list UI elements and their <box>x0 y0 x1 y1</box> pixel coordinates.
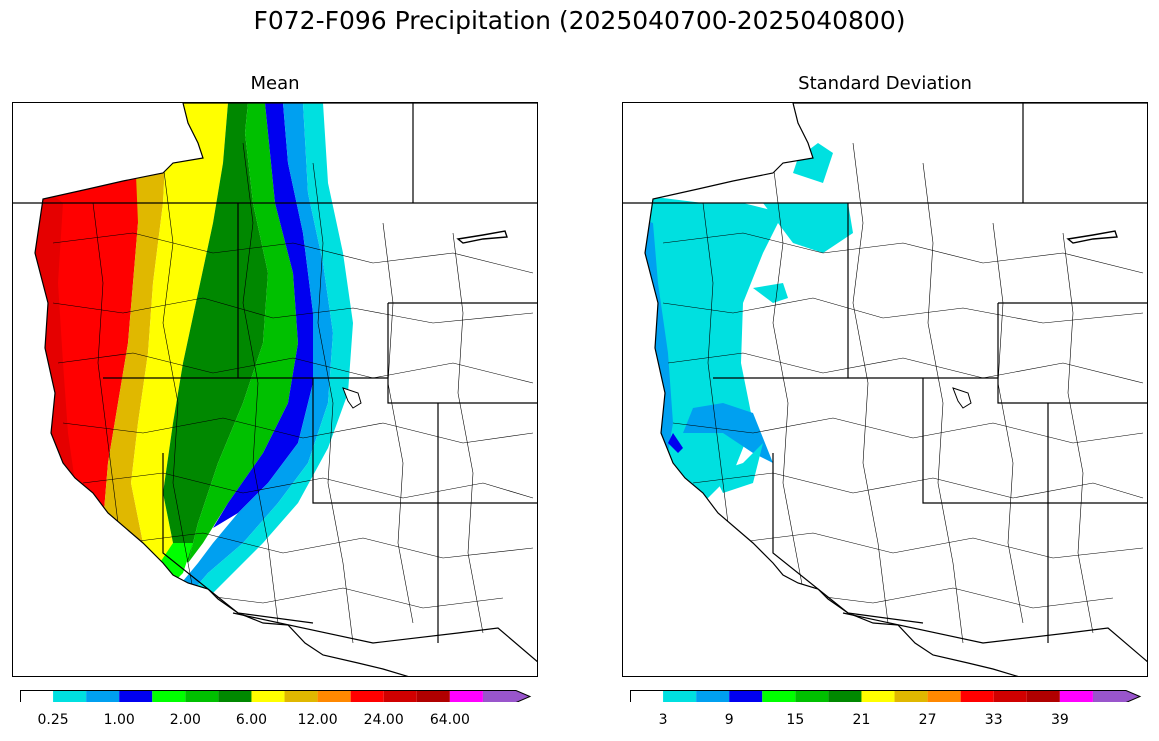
colorbar-segment <box>894 690 928 702</box>
colorbar-segment <box>383 690 417 702</box>
mean-colorbar-labels: 0.25 1.00 2.00 6.00 12.00 24.00 64.00 <box>20 712 532 730</box>
stddev-map <box>622 102 1148 677</box>
colorbar-tick-label: 27 <box>918 712 937 728</box>
colorbar-segment <box>762 690 796 702</box>
colorbar-segment <box>317 690 351 702</box>
colorbar-segment <box>1026 690 1060 702</box>
colorbar-tick-label: 64.00 <box>429 712 470 728</box>
stddev-panel-title: Standard Deviation <box>798 73 972 94</box>
colorbar-tick-label: 39 <box>1050 712 1069 728</box>
colorbar-segment <box>53 690 87 702</box>
colorbar-tick-label: 33 <box>984 712 1003 728</box>
colorbar-segment <box>993 690 1027 702</box>
colorbar-segment <box>795 690 829 702</box>
colorbar-segment <box>482 690 530 702</box>
colorbar-tick-label: 0.25 <box>37 712 69 728</box>
colorbar-segment <box>1059 690 1093 702</box>
colorbar-segment <box>185 690 219 702</box>
mean-map <box>12 102 538 677</box>
colorbar-tick-label: 15 <box>786 712 805 728</box>
colorbar-segment <box>218 690 252 702</box>
colorbar-tick-label: 12.00 <box>297 712 338 728</box>
colorbar-segment <box>152 690 186 702</box>
colorbar-tick-label: 24.00 <box>363 712 404 728</box>
stddev-colorbar-labels: 3 9 15 21 27 33 39 <box>630 712 1142 730</box>
colorbar-tick-label: 1.00 <box>103 712 135 728</box>
colorbar-tick-label: 6.00 <box>235 712 268 728</box>
colorbar-segment <box>350 690 384 702</box>
colorbar-segment <box>416 690 450 702</box>
colorbar-segment <box>927 690 961 702</box>
colorbar-segment <box>86 690 120 702</box>
colorbar-tick-label: 21 <box>852 712 871 728</box>
stddev-colorbar <box>630 690 1142 702</box>
colorbar-tick-label: 2.00 <box>169 712 201 728</box>
colorbar-tick-label: 3 <box>658 712 668 728</box>
colorbar-segment <box>1092 690 1140 702</box>
figure-title: F072-F096 Precipitation (2025040700-2025… <box>253 6 906 35</box>
mean-map-svg <box>13 103 537 676</box>
colorbar-outline <box>630 690 1142 702</box>
colorbar-segment <box>861 690 895 702</box>
colorbar-outline <box>20 690 532 702</box>
mean-panel-title: Mean <box>250 73 300 94</box>
colorbar-segment <box>251 690 285 702</box>
colorbar-segment <box>20 690 54 702</box>
colorbar-segment <box>696 690 730 702</box>
mean-colorbar <box>20 690 532 702</box>
colorbar-tick-label: 9 <box>724 712 734 728</box>
colorbar-segment <box>284 690 318 702</box>
colorbar-segment <box>960 690 994 702</box>
colorbar-segment <box>449 690 483 702</box>
colorbar-segment <box>630 690 664 702</box>
colorbar-segment <box>729 690 763 702</box>
colorbar-segment <box>828 690 862 702</box>
colorbar-segment <box>663 690 697 702</box>
stddev-map-svg <box>623 103 1147 676</box>
colorbar-segment <box>119 690 153 702</box>
